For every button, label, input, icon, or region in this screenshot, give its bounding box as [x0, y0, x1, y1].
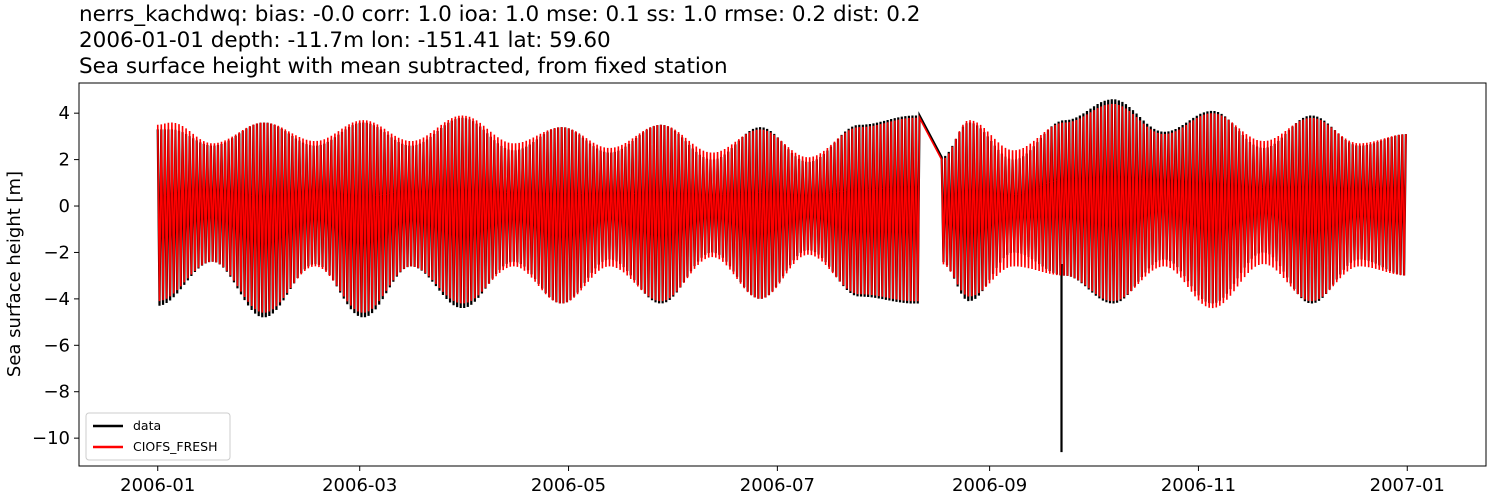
- legend: data CIOFS_FRESH: [85, 412, 231, 461]
- chart-title-line-1: nerrs_kachdwq: bias: -0.0 corr: 1.0 ioa:…: [79, 2, 921, 27]
- legend-label-data: data: [133, 418, 161, 433]
- y-tick-label-3: −2: [43, 242, 70, 263]
- x-tick-label-5: 2006-11: [1161, 475, 1236, 496]
- x-tick-label-2: 2006-05: [531, 475, 606, 496]
- chart-title: nerrs_kachdwq: bias: -0.0 corr: 1.0 ioa:…: [79, 2, 920, 80]
- chart-title-line-2: 2006-01-01 depth: -11.7m lon: -151.41 la…: [79, 28, 611, 53]
- y-tick-label-5: −6: [43, 335, 70, 356]
- x-tick-label-4: 2006-09: [952, 475, 1027, 496]
- x-tick-label-6: 2007-01: [1370, 475, 1445, 496]
- y-tick-label-6: −8: [43, 382, 70, 403]
- x-axis: 2006-01 2006-03 2006-05 2006-07 2006-09 2006-…: [120, 466, 1445, 496]
- axes-frame: [78, 82, 1487, 467]
- x-tick-label-1: 2006-03: [322, 475, 397, 496]
- y-tick-label-1: 2: [59, 150, 70, 171]
- y-tick-label-7: −10: [32, 428, 70, 449]
- y-tick-label-4: −4: [43, 289, 70, 310]
- legend-label-ciofs: CIOFS_FRESH: [133, 439, 218, 454]
- y-axis-label: Sea surface height [m]: [4, 171, 25, 377]
- series-line-ciofs-fresh: [156, 103, 1407, 313]
- y-tick-label-2: 0: [59, 196, 70, 217]
- y-axis: 4 2 0 −2 −4 −6 −8 −10: [32, 103, 79, 449]
- x-tick-label-0: 2006-01: [120, 475, 195, 496]
- series-layer: [156, 99, 1407, 453]
- chart-title-line-3: Sea surface height with mean subtracted,…: [79, 54, 728, 79]
- x-tick-label-3: 2006-07: [740, 475, 815, 496]
- y-tick-label-0: 4: [59, 103, 70, 124]
